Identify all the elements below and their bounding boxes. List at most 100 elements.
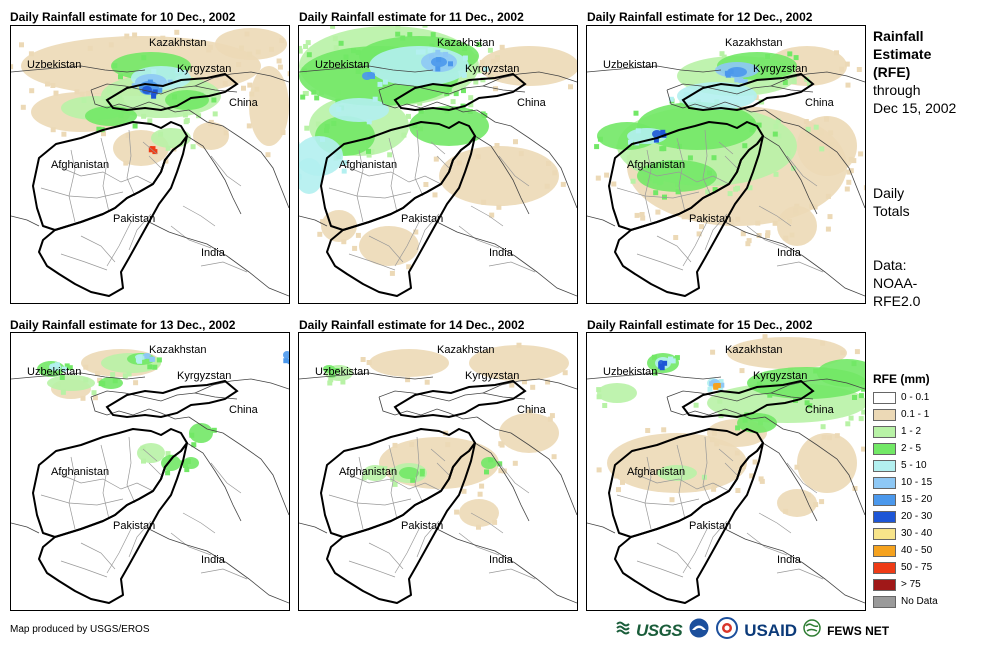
rainfall-patch [499,409,559,460]
panel-title-3: Daily Rainfall estimate for 12 Dec., 200… [587,10,813,24]
legend-label: 2 - 5 [901,443,922,454]
side-data-source1: NOAA- [873,275,918,291]
legend-item: > 75 [873,576,938,593]
province-boundary [344,165,442,185]
rainfall-patch [143,353,155,362]
rainfall-patch [361,465,388,481]
province-boundary [636,560,684,578]
rainfall-patch [724,67,747,78]
legend-title: RFE (mm) [873,372,930,386]
map-panel-5: Kazakhstan Uzbekistan Kyrgyzstan China Afgha… [298,332,578,611]
rainfall-patch [47,375,97,396]
legend-label: 0 - 0.1 [901,392,930,403]
province-boundary [682,221,708,267]
province-boundary [344,472,442,492]
country-boundary [770,71,865,87]
province-boundary [170,225,212,249]
legend-swatch [873,561,896,574]
province-boundary [644,456,652,530]
province-boundary [142,448,162,476]
map-panel-3: Kazakhstan Uzbekistan Kyrgyzstan China Afgha… [586,25,866,304]
legend-item: 5 - 10 [873,457,938,474]
legend-swatch [873,476,896,489]
country-boundary [666,83,814,95]
kyrgyzstan-outline [393,379,527,419]
side-data-block: Data: NOAA- RFE2.0 [873,256,920,310]
rainfall-patch [713,383,721,390]
province-boundary [430,448,450,476]
legend-swatch [873,425,896,438]
country-label-kazakhstan: Kazakhstan [437,37,494,49]
map-credit: Map produced by USGS/EROS [10,624,150,635]
side-title-line2: Estimate [873,46,932,62]
province-boundary [656,235,692,263]
country-boundary [194,71,289,87]
province-boundary [498,155,530,187]
province-boundary [676,444,686,520]
legend-swatch [873,408,896,421]
kyrgyzstan-outline [681,379,815,419]
map-panel-4: Kazakhstan Uzbekistan Kyrgyzstan China Afgha… [10,332,290,611]
country-label-afghanistan: Afghanistan [51,466,109,478]
country-label-kazakhstan: Kazakhstan [149,344,206,356]
legend-swatch [873,578,896,591]
legend-label: 15 - 20 [901,494,933,505]
rainfall-patch [49,362,67,372]
country-label-china: China [517,97,547,109]
country-label-uzbekistan: Uzbekistan [315,366,369,378]
legend-rows: 0 - 0.1 0.1 - 1 1 - 2 2 - 5 5 - 10 10 - 15 15 … [873,389,938,610]
rainfall-patch [469,342,569,390]
legend-item: 40 - 50 [873,542,938,559]
kyrgyzstan-outline [393,72,527,112]
country-boundary [482,71,577,87]
rainfall-patch [142,86,158,99]
province-boundary [702,129,712,197]
country-boundary [764,109,865,209]
legend-swatch [873,459,896,472]
country-boundary [299,215,328,227]
side-title-line1: Rainfall [873,28,924,44]
province-boundary [182,512,216,534]
panel-title-6: Daily Rainfall estimate for 15 Dec., 200… [587,318,813,332]
country-boundary [299,372,434,380]
rainfall-patch [182,457,199,473]
country-boundary [436,221,577,297]
country-boundary [476,109,577,209]
province-boundary [644,149,652,223]
rainfall-map: Kazakhstan Uzbekistan Kyrgyzstan China Afgha… [299,26,577,297]
rainfall-patch [362,72,375,80]
pakistan-outline [614,442,764,604]
province-boundary [416,520,440,558]
country-label-kyrgyzstan: Kyrgyzstan [753,370,807,382]
country-label-pakistan: Pakistan [401,520,443,532]
country-label-uzbekistan: Uzbekistan [315,59,369,71]
province-boundary [458,225,500,249]
side-title-block: Rainfall Estimate (RFE) through Dec 15, … [873,27,956,117]
country-boundary [90,396,190,420]
country-boundary [762,442,818,522]
province-boundary [142,141,162,169]
province-boundary [776,568,824,580]
province-boundary [776,261,824,273]
country-boundary [474,442,530,522]
province-boundary [488,568,536,580]
province-boundary [746,225,788,249]
country-boundary [724,528,865,604]
province-boundary [106,528,132,574]
country-boundary [299,65,434,73]
usaid-logo-text: USAID [744,620,798,640]
country-label-afghanistan: Afghanistan [627,466,685,478]
country-label-kyrgyzstan: Kyrgyzstan [177,63,231,75]
map-panel-2: Kazakhstan Uzbekistan Kyrgyzstan China Afgha… [298,25,578,304]
country-boundary [587,65,722,73]
province-boundary [40,187,124,199]
province-boundary [636,253,684,271]
country-label-afghanistan: Afghanistan [339,159,397,171]
side-data-label: Data: [873,257,907,273]
province-boundary [718,448,738,476]
rainfall-patch [431,57,453,72]
country-boundary [724,221,865,297]
country-label-india: India [777,247,802,259]
province-boundary [394,221,420,267]
country-label-india: India [489,554,514,566]
